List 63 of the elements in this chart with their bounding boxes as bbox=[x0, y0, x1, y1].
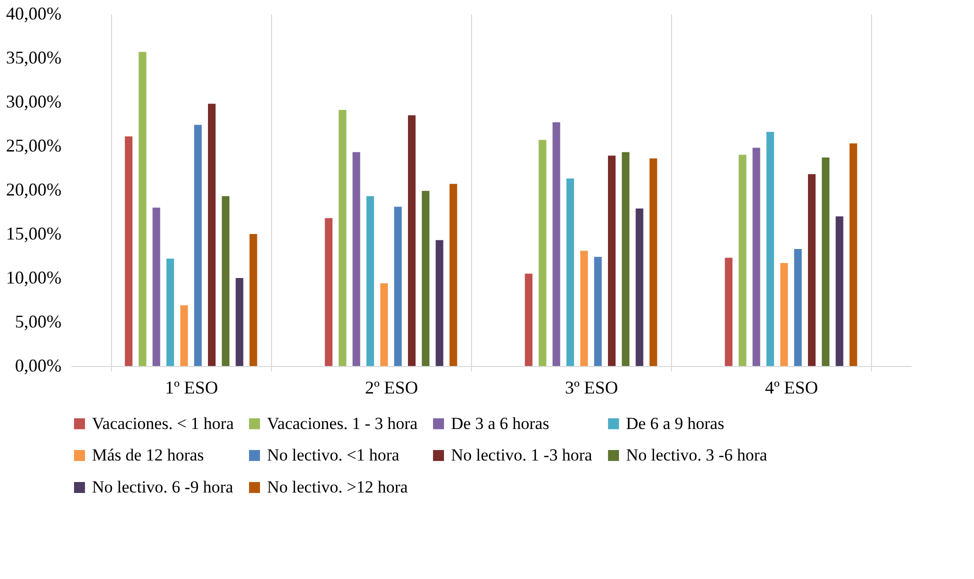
bar bbox=[166, 258, 174, 366]
legend-label: Vacaciones. 1 - 3 hora bbox=[267, 414, 418, 433]
bar bbox=[808, 174, 816, 366]
bar bbox=[836, 216, 844, 366]
bar bbox=[552, 122, 560, 366]
bar bbox=[608, 156, 616, 366]
y-tick-label: 10,00% bbox=[6, 268, 62, 288]
x-tick-label: 1º ESO bbox=[164, 378, 218, 398]
bar bbox=[236, 278, 244, 366]
bar bbox=[408, 115, 416, 366]
bar bbox=[780, 263, 788, 366]
bar bbox=[366, 196, 374, 366]
bar bbox=[194, 124, 202, 366]
y-tick-label: 20,00% bbox=[6, 180, 62, 200]
bar bbox=[338, 110, 346, 366]
x-tick-label: 3º ESO bbox=[564, 378, 618, 398]
bar bbox=[650, 158, 658, 366]
bar bbox=[752, 148, 760, 366]
legend-label: Más de 12 horas bbox=[92, 446, 204, 464]
bar bbox=[850, 143, 858, 366]
legend-label: No lectivo. >12 hora bbox=[267, 478, 408, 496]
bar bbox=[152, 208, 160, 366]
bar bbox=[636, 208, 644, 366]
legend-label: No lectivo. <1 hora bbox=[267, 446, 400, 464]
bar bbox=[124, 136, 132, 366]
legend-label: No lectivo. 1 -3 hora bbox=[451, 446, 593, 464]
bar bbox=[222, 196, 230, 366]
y-tick-label: 15,00% bbox=[6, 224, 62, 244]
bar bbox=[324, 218, 332, 366]
bar bbox=[738, 154, 746, 366]
y-tick-label: 25,00% bbox=[6, 136, 62, 156]
bar bbox=[538, 140, 546, 366]
bar bbox=[422, 190, 430, 366]
legend-label: Vacaciones. < 1 hora bbox=[92, 414, 234, 433]
y-tick-label: 0,00% bbox=[15, 356, 62, 376]
y-tick-label: 35,00% bbox=[6, 48, 62, 68]
bar bbox=[138, 52, 146, 366]
legend-label: No lectivo. 6 -9 hora bbox=[92, 478, 234, 496]
bar bbox=[594, 256, 602, 366]
bar bbox=[766, 132, 774, 366]
bar bbox=[724, 258, 732, 366]
bar bbox=[622, 152, 630, 366]
bar bbox=[352, 152, 360, 366]
bar bbox=[394, 206, 402, 366]
bar bbox=[524, 274, 532, 366]
bar bbox=[822, 157, 830, 366]
x-tick-label: 4º ESO bbox=[764, 378, 818, 398]
bar bbox=[450, 184, 458, 366]
bar bbox=[436, 240, 444, 366]
y-tick-label: 30,00% bbox=[6, 92, 62, 112]
bar bbox=[180, 305, 188, 366]
bar bbox=[380, 283, 388, 366]
bar bbox=[250, 234, 258, 366]
y-tick-label: 40,00% bbox=[6, 4, 62, 24]
bar bbox=[794, 248, 802, 366]
legend-label: De 3 a 6 horas bbox=[451, 414, 550, 433]
legend-label: No lectivo. 3 -6 hora bbox=[626, 446, 768, 464]
x-tick-label: 2º ESO bbox=[364, 378, 418, 398]
bar bbox=[208, 104, 216, 366]
bar bbox=[566, 178, 574, 366]
y-tick-label: 5,00% bbox=[15, 312, 62, 332]
bar bbox=[580, 250, 588, 366]
legend-label: De 6 a 9 horas bbox=[626, 414, 724, 433]
